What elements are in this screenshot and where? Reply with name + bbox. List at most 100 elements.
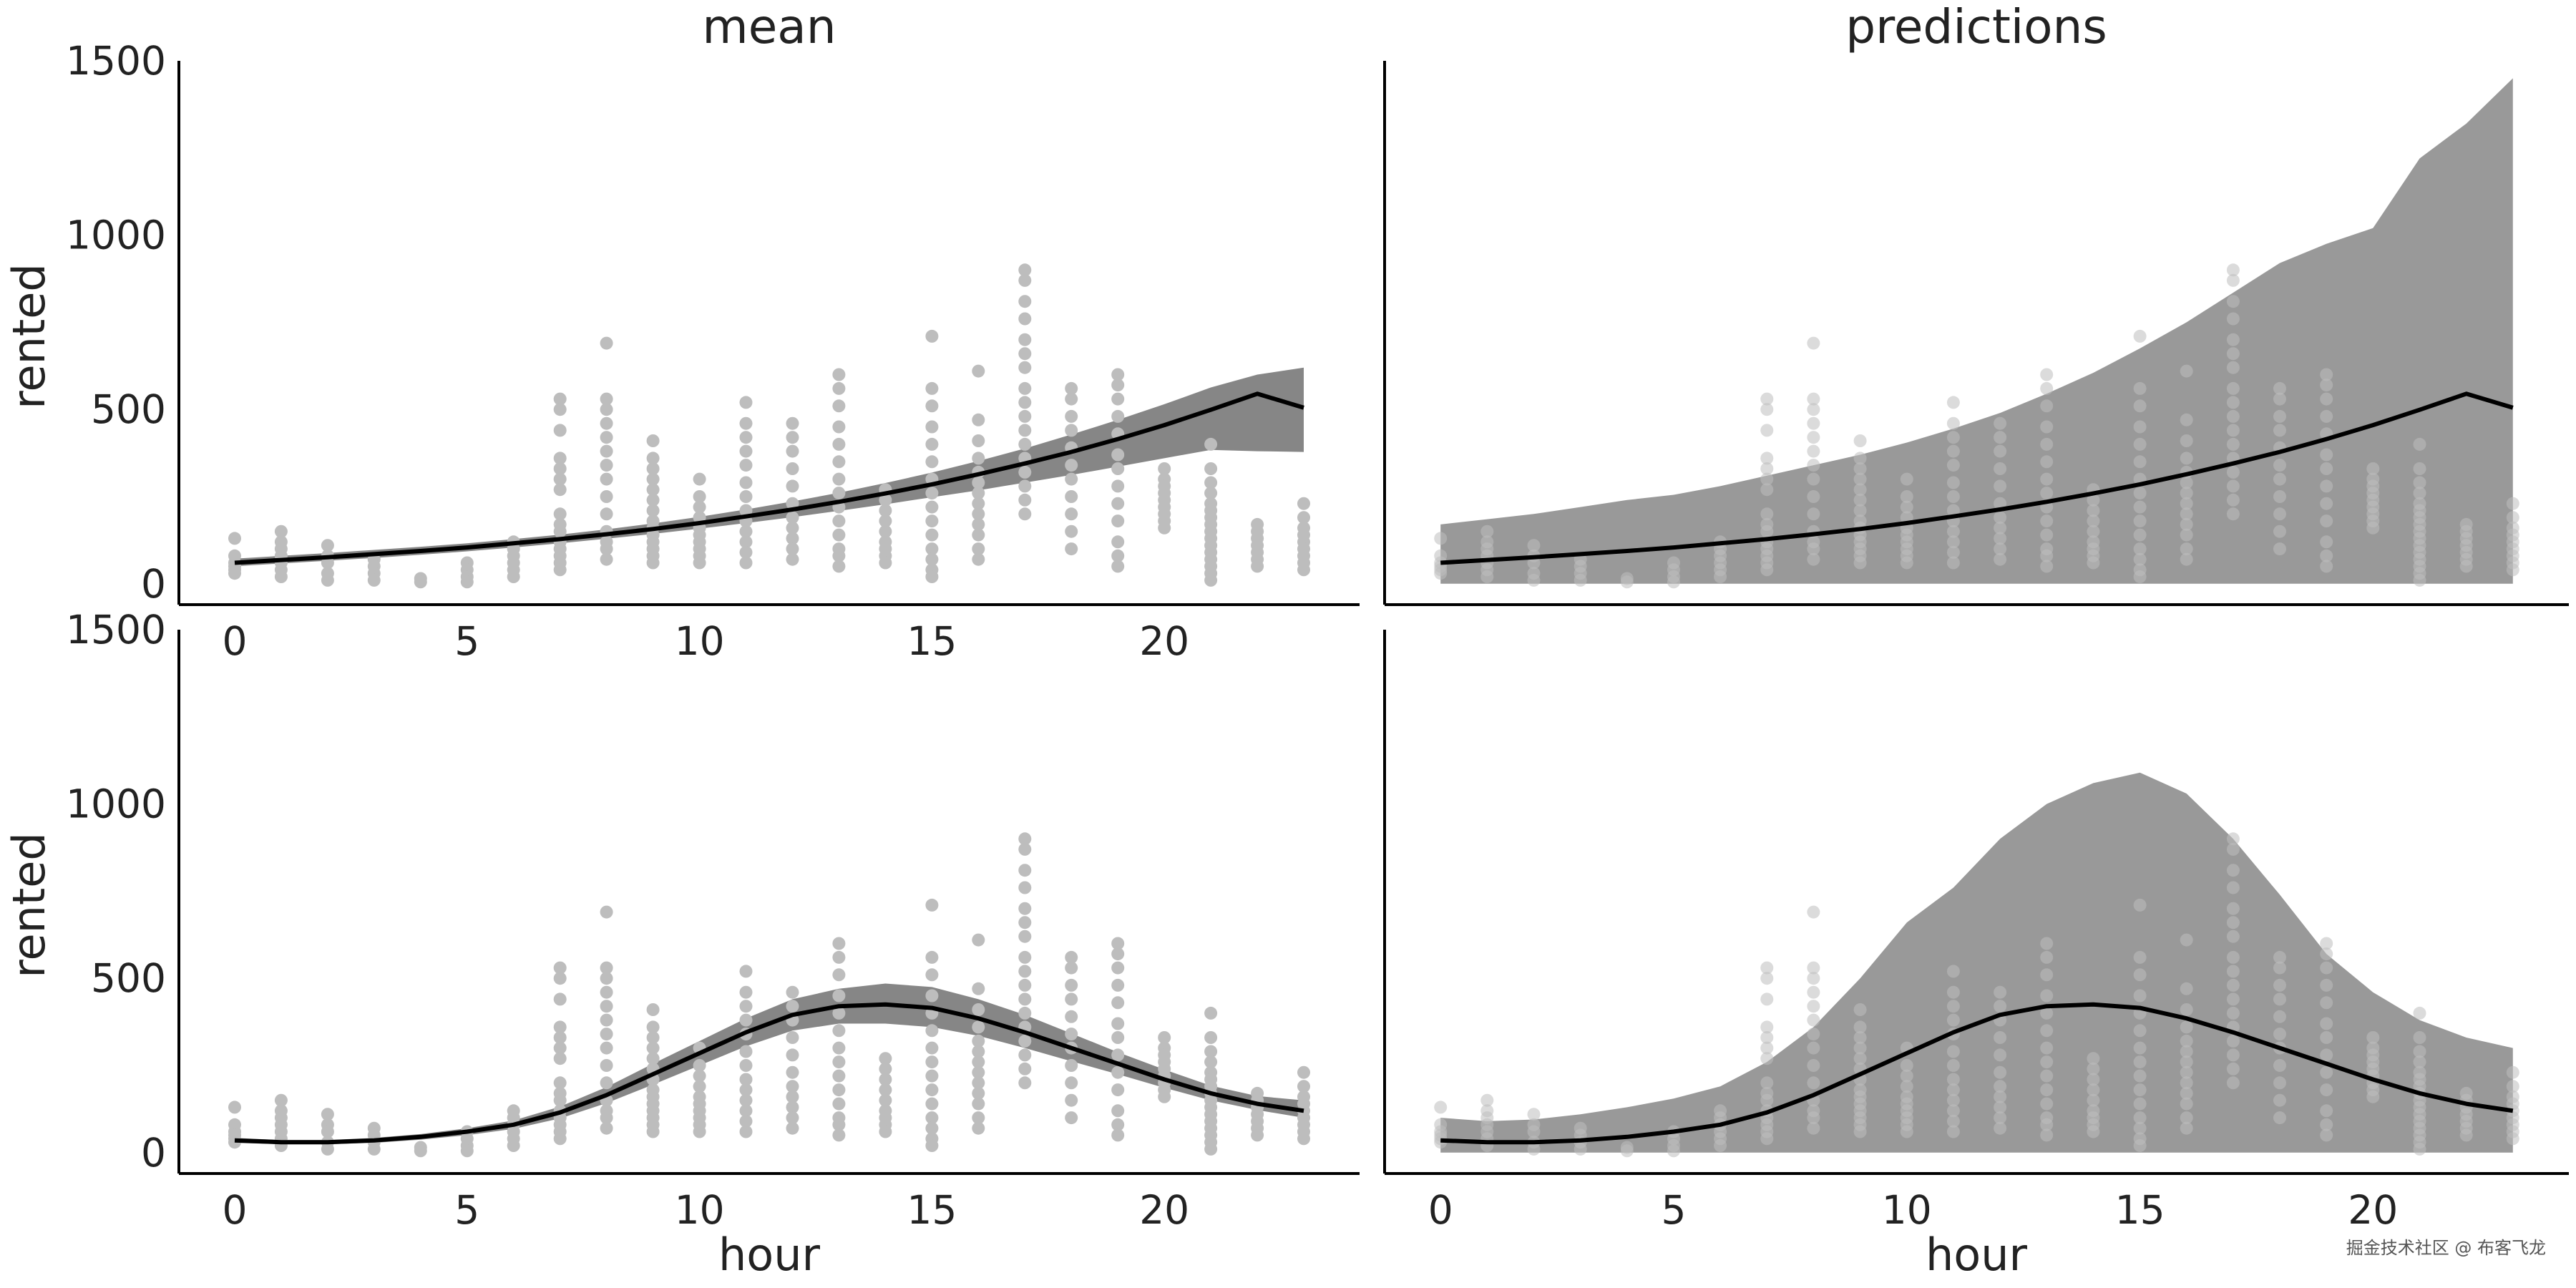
- observed-point: [2180, 452, 2193, 465]
- observed-point: [739, 396, 753, 409]
- observed-point: [1204, 487, 1218, 500]
- observed-point: [2320, 497, 2333, 510]
- x-tick-label: 0: [223, 1187, 248, 1233]
- observed-point: [739, 535, 753, 549]
- observed-point: [1946, 396, 1960, 409]
- observed-point: [2180, 1003, 2193, 1016]
- observed-point: [972, 364, 985, 378]
- observed-point: [2040, 1083, 2054, 1097]
- observed-point: [1018, 832, 1032, 846]
- observed-point: [600, 985, 613, 999]
- observed-point: [832, 989, 846, 1002]
- observed-point: [925, 1041, 939, 1055]
- observed-point: [1297, 497, 1310, 510]
- observed-point: [786, 542, 799, 556]
- observed-point: [2226, 1062, 2240, 1075]
- observed-point: [2320, 448, 2333, 462]
- observed-point: [600, 507, 613, 521]
- observed-point: [2226, 965, 2240, 978]
- observed-point: [1018, 437, 1032, 451]
- observed-point: [2226, 902, 2240, 915]
- observed-point: [553, 483, 567, 497]
- observed-point: [1994, 521, 2007, 535]
- observed-point: [1946, 1125, 1960, 1138]
- observed-point: [2413, 1031, 2426, 1044]
- observed-point: [925, 552, 939, 566]
- observed-point: [1620, 1144, 1634, 1158]
- observed-point: [600, 972, 613, 985]
- observed-point: [1111, 1065, 1125, 1079]
- observed-point: [972, 452, 985, 465]
- observed-point: [972, 476, 985, 489]
- observed-point: [693, 490, 706, 503]
- observed-point: [786, 431, 799, 444]
- observed-point: [739, 1059, 753, 1072]
- observed-point: [2040, 1024, 2054, 1038]
- y-tick-label: 1500: [66, 607, 166, 653]
- observed-point: [2506, 563, 2519, 577]
- observed-point: [2040, 437, 2054, 451]
- observed-point: [1297, 563, 1310, 577]
- observed-point: [321, 573, 334, 587]
- observed-point: [228, 1101, 241, 1114]
- observed-point: [2273, 424, 2286, 437]
- observed-point: [2226, 978, 2240, 992]
- observed-point: [1204, 462, 1218, 475]
- observed-point: [2133, 528, 2147, 542]
- observed-point: [2273, 978, 2286, 992]
- observed-point: [1480, 570, 1494, 583]
- observed-point: [1807, 1121, 1820, 1135]
- observed-point: [1111, 978, 1125, 992]
- observed-point: [786, 416, 799, 430]
- observed-point: [1158, 1031, 1171, 1044]
- observed-point: [925, 989, 939, 1002]
- observed-point: [1900, 490, 1913, 503]
- observed-point: [1760, 1052, 1774, 1065]
- observed-point: [1111, 961, 1125, 975]
- observed-point: [1807, 490, 1820, 503]
- observed-point: [553, 1132, 567, 1146]
- observed-point: [693, 1059, 706, 1072]
- observed-point: [1018, 1048, 1032, 1062]
- observed-point: [1946, 1073, 1960, 1086]
- observed-point: [1204, 573, 1218, 587]
- observed-point: [786, 479, 799, 493]
- observed-point: [1853, 483, 1867, 497]
- observed-point: [739, 459, 753, 472]
- observed-point: [2040, 472, 2054, 486]
- observed-point: [646, 1041, 660, 1055]
- observed-point: [1480, 1093, 1494, 1107]
- observed-point: [739, 525, 753, 538]
- observed-point: [879, 1052, 892, 1065]
- observed-point: [1807, 459, 1820, 472]
- y-tick-label: 0: [141, 561, 166, 607]
- observed-point: [460, 1144, 474, 1158]
- observed-point: [2040, 1118, 2054, 1131]
- observed-point: [2133, 514, 2147, 528]
- observed-point: [1807, 1041, 1820, 1055]
- observed-point: [1760, 961, 1774, 975]
- observed-point: [2180, 933, 2193, 947]
- observed-point: [2226, 493, 2240, 507]
- observed-point: [2226, 465, 2240, 479]
- observed-point: [1946, 1045, 1960, 1058]
- x-tick-label: 10: [675, 618, 725, 664]
- observed-point: [925, 1055, 939, 1069]
- observed-point: [2180, 517, 2193, 531]
- observed-point: [2040, 1055, 2054, 1069]
- observed-point: [2366, 462, 2380, 475]
- observed-point: [2040, 968, 2054, 982]
- observed-point: [321, 1125, 334, 1138]
- observed-point: [600, 1059, 613, 1072]
- observed-point: [2040, 989, 2054, 1002]
- observed-point: [739, 416, 753, 430]
- observed-point: [925, 528, 939, 542]
- observed-point: [2226, 1048, 2240, 1062]
- observed-point: [879, 493, 892, 507]
- observed-point: [832, 437, 846, 451]
- observed-point: [1994, 1048, 2007, 1062]
- observed-point: [2133, 487, 2147, 500]
- observed-point: [2320, 1065, 2333, 1079]
- observed-point: [367, 573, 381, 587]
- observed-point: [786, 1031, 799, 1044]
